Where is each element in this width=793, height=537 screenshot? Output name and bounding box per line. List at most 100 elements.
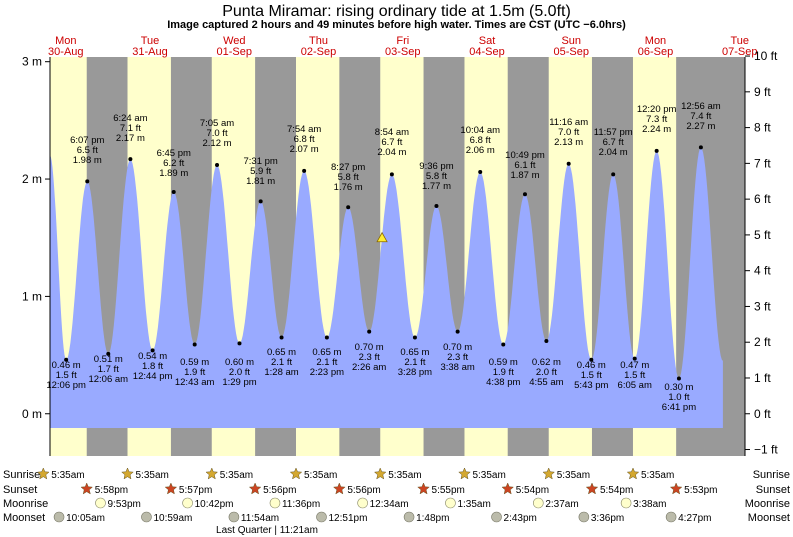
low-tide-meters: 0.30 m [664, 382, 693, 393]
sunset-icon [164, 482, 178, 495]
low-tide-time: 12:43 am [175, 377, 215, 388]
day-header-date: 31-Aug [132, 46, 167, 58]
high-tide-point [654, 148, 659, 153]
moonrise-time: 9:53pm [107, 499, 140, 510]
low-tide-feet: 1.5 ft [624, 370, 645, 381]
sunset-time: 5:57pm [179, 485, 212, 496]
high-tide-point [434, 204, 439, 209]
high-tide-meters: 1.98 m [73, 155, 102, 166]
high-tide-feet: 5.8 ft [426, 171, 447, 182]
moonset-icon [665, 511, 677, 523]
tide-curve [50, 147, 723, 428]
sunset-time: 5:56pm [347, 485, 380, 496]
high-tide-meters: 1.89 m [159, 168, 188, 179]
moonrise-time: 10:42pm [195, 499, 234, 510]
moonset-time: 11:54am [241, 513, 279, 524]
low-tide-time: 12:44 pm [133, 371, 173, 382]
y-right-tick-label: 6 ft [754, 192, 771, 206]
y-right-tick-label: 1 ft [754, 371, 771, 385]
high-tide-feet: 6.2 ft [163, 158, 184, 169]
moonset-icon [491, 511, 502, 523]
y-right-tick-label: 4 ft [754, 264, 771, 278]
moonset-time: 3:36pm [591, 513, 624, 524]
low-tide-point [501, 342, 506, 347]
low-tide-point [544, 338, 549, 343]
high-tide-time: 6:07 pm [70, 135, 104, 146]
low-tide-feet: 1.5 ft [56, 370, 77, 381]
high-tide-point [522, 192, 527, 197]
sunrise-icon [542, 467, 556, 480]
low-tide-point [367, 329, 372, 334]
high-tide-time: 7:05 am [200, 118, 234, 129]
high-tide-feet: 5.8 ft [338, 172, 359, 183]
low-tide-feet: 1.0 ft [668, 392, 689, 403]
sunset-icon [669, 482, 683, 495]
low-tide-time: 6:05 am [618, 380, 652, 391]
sunrise-time: 5:35am [557, 470, 590, 481]
low-tide-meters: 0.47 m [620, 360, 649, 371]
day-header-date: 06-Sep [638, 46, 673, 58]
sunset-icon [332, 482, 346, 495]
sunrise-time: 5:35am [388, 470, 421, 481]
day-header-name: Wed [223, 35, 245, 47]
low-tide-time: 6:41 pm [662, 402, 696, 413]
y-right-tick-label: 10 ft [754, 49, 778, 63]
moonset-row-label-left: Moonset [3, 512, 45, 524]
low-tide-time: 2:23 pm [310, 367, 344, 378]
moonrise-time: 2:37am [545, 499, 578, 510]
low-tide-point [589, 357, 594, 362]
high-tide-point [215, 162, 220, 167]
moonrise-time: 1:35am [457, 499, 490, 510]
moonset-row-label-right: Moonset [748, 512, 790, 524]
sunrise-row-label-right: Sunrise [753, 469, 790, 481]
sunset-time: 5:55pm [432, 485, 465, 496]
low-tide-meters: 0.59 m [489, 357, 518, 368]
y-right-tick-label: 8 ft [754, 121, 771, 135]
moonrise-time: 11:36pm [282, 499, 320, 510]
low-tide-feet: 2.1 ft [271, 357, 292, 368]
moonrise-icon [357, 497, 368, 509]
chart-title: Punta Miramar: rising ordinary tide at 1… [222, 3, 571, 20]
low-tide-meters: 0.65 m [400, 347, 429, 358]
day-header-date: 30-Aug [48, 46, 83, 58]
moonrise-icon [445, 497, 456, 509]
sunrise-time: 5:35am [51, 470, 84, 481]
low-tide-meters: 0.70 m [355, 342, 384, 353]
high-tide-time: 7:31 pm [244, 156, 278, 167]
low-tide-time: 12:06 am [88, 374, 128, 385]
high-tide-point [302, 168, 307, 173]
high-tide-point [698, 145, 703, 150]
sunset-time: 5:54pm [600, 485, 633, 496]
high-tide-time: 8:27 pm [331, 162, 365, 173]
current-tide-marker [376, 231, 388, 243]
sunrise-icon [121, 467, 134, 480]
low-tide-point [237, 341, 242, 346]
moonrise-time: 3:38am [633, 499, 666, 510]
high-tide-point [171, 189, 176, 194]
sunset-icon [585, 482, 599, 495]
y-left-tick-label: 3 m [22, 55, 42, 69]
chart-subtitle: Image captured 2 hours and 49 minutes be… [167, 19, 626, 31]
sunrise-icon [205, 467, 219, 480]
moonset-time: 10:59am [153, 513, 192, 524]
y-right-tick-label: 2 ft [754, 335, 771, 349]
low-tide-feet: 1.9 ft [184, 367, 205, 378]
moonrise-row-label-right: Moonrise [745, 498, 790, 510]
y-right-tick-label: 7 ft [754, 156, 771, 170]
high-tide-meters: 2.17 m [116, 133, 145, 144]
high-tide-point [566, 161, 571, 166]
day-header-date: 04-Sep [469, 46, 504, 58]
sunset-row-label-left: Sunset [3, 484, 37, 496]
moonset-time: 2:43pm [504, 513, 537, 524]
high-tide-time: 6:24 am [113, 113, 147, 124]
moonset-icon [141, 511, 152, 523]
moonrise-time: 12:34am [370, 499, 409, 510]
high-tide-meters: 2.04 m [599, 147, 628, 158]
high-tide-meters: 2.27 m [686, 121, 715, 132]
moonrise-icon [269, 497, 281, 509]
high-tide-point [346, 205, 351, 210]
low-tide-time: 3:28 pm [398, 367, 432, 378]
moonset-icon [578, 511, 590, 523]
high-tide-time: 10:04 am [460, 125, 500, 136]
